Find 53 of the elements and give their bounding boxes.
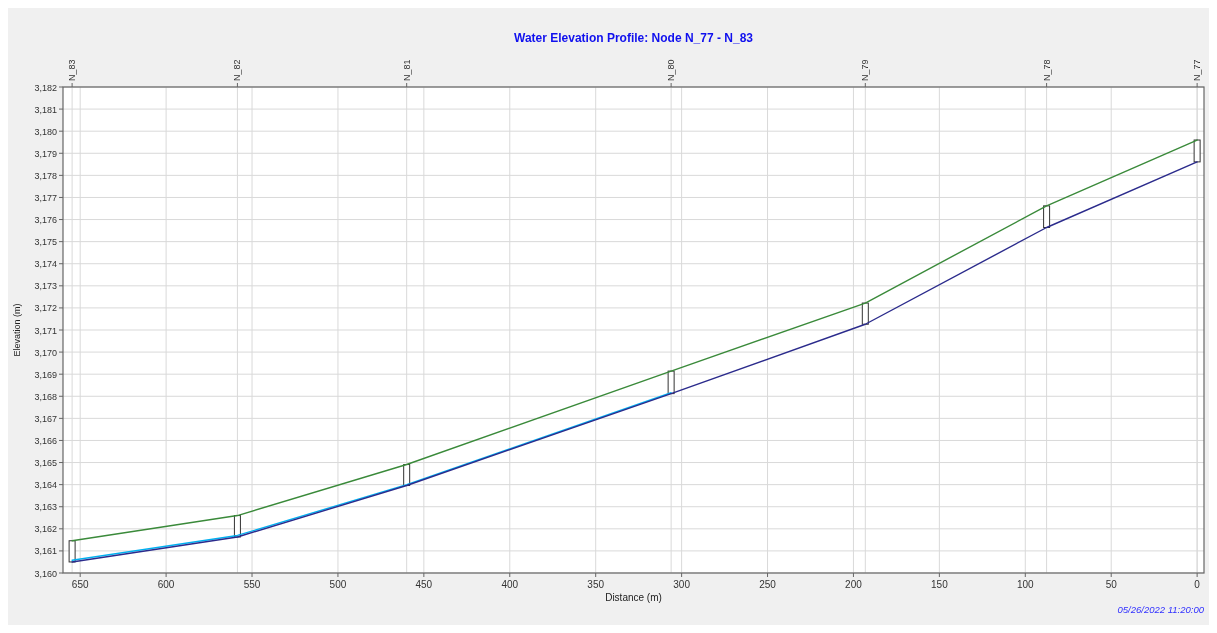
y-tick-label: 3,168 — [34, 391, 57, 402]
ref-line-label: N_77 — [1192, 59, 1203, 81]
y-tick-label: 3,175 — [34, 237, 57, 248]
text: 05/26/2022 11:20:00 — [1117, 604, 1205, 615]
bar — [1193, 139, 1201, 163]
ref-line-label: N_78 — [1041, 59, 1052, 81]
y-tick-label: 3,178 — [34, 170, 57, 181]
x-tick-label: 0 — [1194, 579, 1201, 590]
y-tick-label: 3,165 — [34, 458, 57, 469]
y-tick-label: 3,161 — [34, 546, 57, 557]
ref-line-label: N_79 — [860, 59, 871, 81]
x-tick-label: 350 — [587, 579, 605, 590]
ref-line-label: N_80 — [666, 59, 677, 81]
chart-title: Water Elevation Profile: Node N_77 - N_83 — [514, 31, 754, 45]
x-tick-label: 200 — [845, 579, 863, 590]
y-tick-label: 3,180 — [34, 126, 57, 137]
x-tick-label: 100 — [1016, 579, 1035, 590]
y-tick-label: 3,162 — [34, 524, 57, 535]
y-axis-title: Elevation (m) — [12, 303, 22, 357]
x-tick-label: 600 — [157, 579, 175, 590]
y-tick-label: 3,181 — [34, 104, 57, 115]
x-tick-label: 150 — [931, 579, 949, 590]
x-tick-label: 250 — [759, 579, 777, 590]
bar — [1043, 205, 1051, 228]
y-tick-label: 3,174 — [34, 259, 57, 270]
x-tick-label: 550 — [243, 579, 261, 590]
y-tick-label: 3,176 — [34, 215, 57, 226]
ref-line-label: N_82 — [232, 59, 243, 81]
y-tick-label: 3,171 — [34, 325, 57, 336]
x-tick-label: 650 — [71, 579, 89, 590]
y-tick-label: 3,173 — [34, 281, 57, 292]
x-tick-label: 400 — [501, 579, 519, 590]
y-tick-label: 3,170 — [34, 347, 57, 358]
y-tick-label: 3,169 — [34, 369, 57, 380]
x-tick-label: 300 — [673, 579, 691, 590]
line-series — [71, 392, 672, 561]
y-tick-label: 3,177 — [34, 192, 57, 203]
ref-line-label: N_83 — [67, 59, 78, 81]
y-tick-label: 3,166 — [34, 435, 57, 446]
bar — [68, 540, 76, 563]
x-tick-label: 50 — [1105, 579, 1118, 590]
y-tick-label: 3,167 — [34, 413, 57, 424]
y-tick-label: 3,179 — [34, 148, 57, 159]
x-tick-label: 450 — [415, 579, 433, 590]
x-tick-label: 500 — [329, 579, 347, 590]
y-tick-label: 3,163 — [34, 502, 57, 513]
ref-line-label: N_81 — [401, 59, 412, 81]
y-tick-label: 3,164 — [34, 480, 57, 491]
x-axis-title: Distance (m) — [605, 592, 662, 603]
bar — [861, 302, 869, 325]
y-tick-label: 3,160 — [34, 568, 57, 579]
y-tick-label: 3,182 — [34, 82, 57, 93]
y-tick-label: 3,172 — [34, 303, 57, 314]
